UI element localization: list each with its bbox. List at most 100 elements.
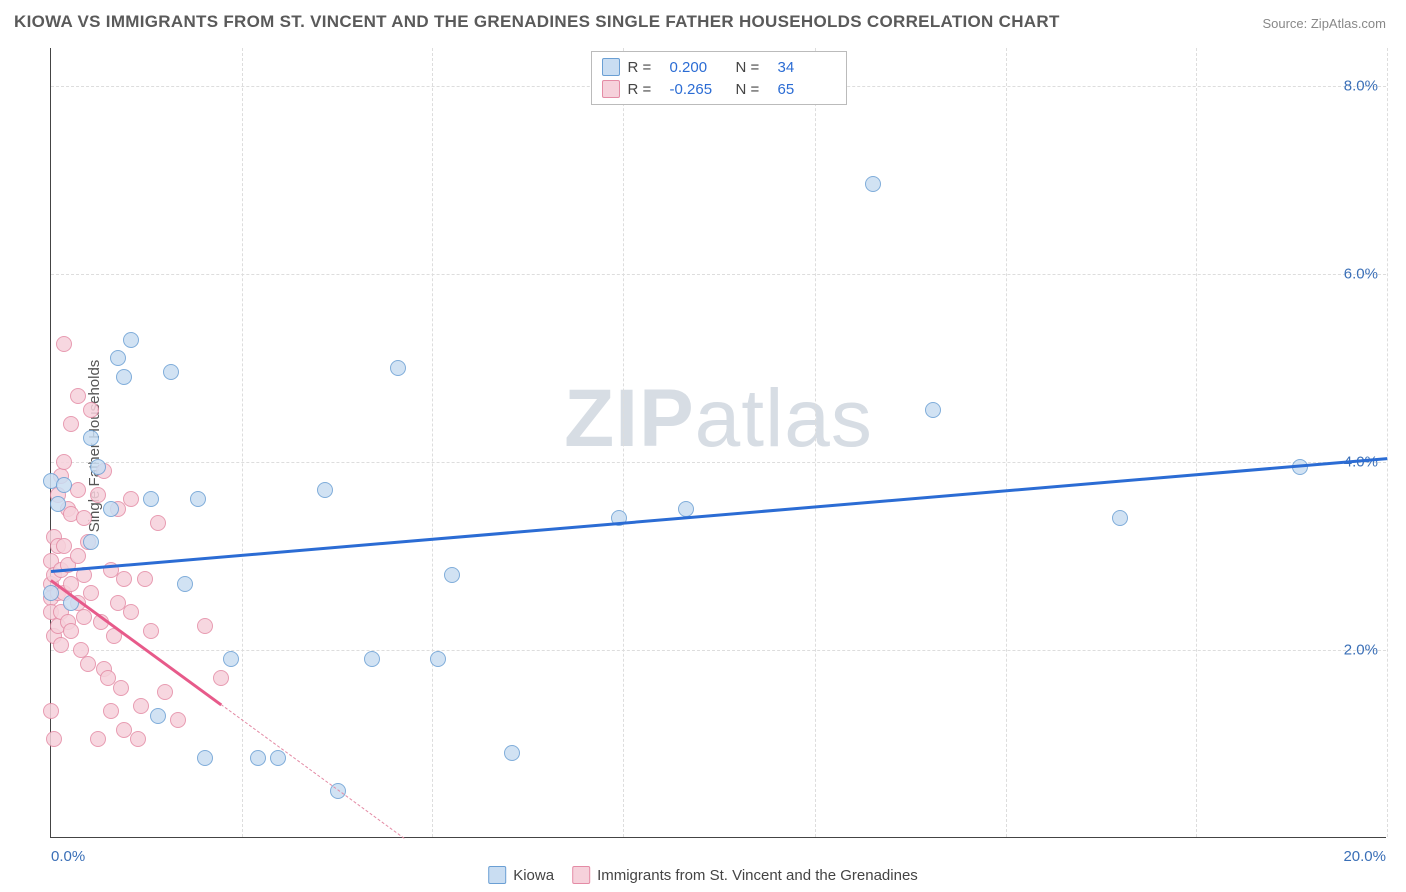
scatter-point bbox=[56, 477, 72, 493]
y-tick-label: 2.0% bbox=[1344, 641, 1378, 658]
trend-line-extension bbox=[221, 704, 405, 839]
gridline-v bbox=[1387, 48, 1388, 837]
gridline-v bbox=[815, 48, 816, 837]
scatter-point bbox=[137, 571, 153, 587]
scatter-point bbox=[925, 402, 941, 418]
scatter-point bbox=[270, 750, 286, 766]
scatter-point bbox=[213, 670, 229, 686]
chart-plot-area: ZIPatlas R = 0.200 N = 34 R = -0.265 N = 65 2.0… bbox=[50, 48, 1386, 838]
scatter-point bbox=[63, 623, 79, 639]
scatter-point bbox=[430, 651, 446, 667]
scatter-point bbox=[223, 651, 239, 667]
legend-series: Kiowa Immigrants from St. Vincent and the… bbox=[488, 866, 918, 884]
legend-n-value: 34 bbox=[778, 59, 836, 76]
scatter-point bbox=[90, 487, 106, 503]
scatter-point bbox=[150, 515, 166, 531]
legend-swatch bbox=[488, 866, 506, 884]
watermark-bold: ZIP bbox=[564, 373, 695, 464]
scatter-point bbox=[113, 680, 129, 696]
scatter-point bbox=[43, 703, 59, 719]
watermark-rest: atlas bbox=[695, 373, 873, 464]
gridline-h bbox=[51, 650, 1386, 651]
legend-series-label: Kiowa bbox=[513, 867, 554, 884]
legend-series-item: Immigrants from St. Vincent and the Gren… bbox=[572, 866, 918, 884]
scatter-point bbox=[103, 703, 119, 719]
watermark: ZIPatlas bbox=[564, 372, 873, 466]
scatter-point bbox=[390, 360, 406, 376]
gridline-v bbox=[1006, 48, 1007, 837]
legend-n-value: 65 bbox=[778, 81, 836, 98]
legend-n-label: N = bbox=[736, 81, 770, 98]
scatter-point bbox=[157, 684, 173, 700]
legend-r-value: -0.265 bbox=[670, 81, 728, 98]
scatter-point bbox=[80, 656, 96, 672]
scatter-point bbox=[317, 482, 333, 498]
scatter-point bbox=[364, 651, 380, 667]
gridline-h bbox=[51, 462, 1386, 463]
legend-r-label: R = bbox=[628, 59, 662, 76]
scatter-point bbox=[70, 388, 86, 404]
legend-series-label: Immigrants from St. Vincent and the Gren… bbox=[597, 867, 918, 884]
y-tick-label: 6.0% bbox=[1344, 265, 1378, 282]
scatter-point bbox=[63, 416, 79, 432]
scatter-point bbox=[90, 459, 106, 475]
source-label: Source: ZipAtlas.com bbox=[1262, 16, 1386, 31]
scatter-point bbox=[123, 491, 139, 507]
scatter-point bbox=[83, 585, 99, 601]
scatter-point bbox=[46, 731, 62, 747]
scatter-point bbox=[116, 571, 132, 587]
scatter-point bbox=[163, 364, 179, 380]
legend-swatch bbox=[572, 866, 590, 884]
gridline-h bbox=[51, 274, 1386, 275]
scatter-point bbox=[76, 510, 92, 526]
scatter-point bbox=[444, 567, 460, 583]
scatter-point bbox=[123, 604, 139, 620]
scatter-point bbox=[250, 750, 266, 766]
gridline-v bbox=[623, 48, 624, 837]
scatter-point bbox=[133, 698, 149, 714]
scatter-point bbox=[56, 336, 72, 352]
scatter-point bbox=[83, 534, 99, 550]
scatter-point bbox=[50, 496, 66, 512]
legend-stats-row: R = -0.265 N = 65 bbox=[602, 78, 836, 100]
scatter-point bbox=[103, 501, 119, 517]
legend-series-item: Kiowa bbox=[488, 866, 554, 884]
scatter-point bbox=[190, 491, 206, 507]
legend-r-value: 0.200 bbox=[670, 59, 728, 76]
source-value: ZipAtlas.com bbox=[1311, 16, 1386, 31]
legend-r-label: R = bbox=[628, 81, 662, 98]
scatter-point bbox=[865, 176, 881, 192]
x-tick-label: 0.0% bbox=[51, 848, 85, 865]
scatter-point bbox=[123, 332, 139, 348]
chart-title: KIOWA VS IMMIGRANTS FROM ST. VINCENT AND… bbox=[14, 12, 1060, 32]
scatter-point bbox=[130, 731, 146, 747]
scatter-point bbox=[143, 491, 159, 507]
scatter-point bbox=[70, 548, 86, 564]
scatter-point bbox=[83, 402, 99, 418]
scatter-point bbox=[197, 750, 213, 766]
scatter-point bbox=[76, 609, 92, 625]
scatter-point bbox=[150, 708, 166, 724]
scatter-point bbox=[56, 454, 72, 470]
scatter-point bbox=[53, 637, 69, 653]
gridline-v bbox=[432, 48, 433, 837]
legend-stats-row: R = 0.200 N = 34 bbox=[602, 56, 836, 78]
x-tick-label: 20.0% bbox=[1343, 848, 1386, 865]
scatter-point bbox=[143, 623, 159, 639]
legend-swatch bbox=[602, 80, 620, 98]
scatter-point bbox=[116, 369, 132, 385]
scatter-point bbox=[170, 712, 186, 728]
trend-line bbox=[51, 457, 1387, 572]
scatter-point bbox=[90, 731, 106, 747]
scatter-point bbox=[197, 618, 213, 634]
gridline-v bbox=[1196, 48, 1197, 837]
scatter-point bbox=[177, 576, 193, 592]
legend-n-label: N = bbox=[736, 59, 770, 76]
scatter-point bbox=[504, 745, 520, 761]
legend-swatch bbox=[602, 58, 620, 76]
scatter-point bbox=[678, 501, 694, 517]
y-tick-label: 8.0% bbox=[1344, 77, 1378, 94]
scatter-point bbox=[1112, 510, 1128, 526]
scatter-point bbox=[43, 585, 59, 601]
scatter-point bbox=[83, 430, 99, 446]
